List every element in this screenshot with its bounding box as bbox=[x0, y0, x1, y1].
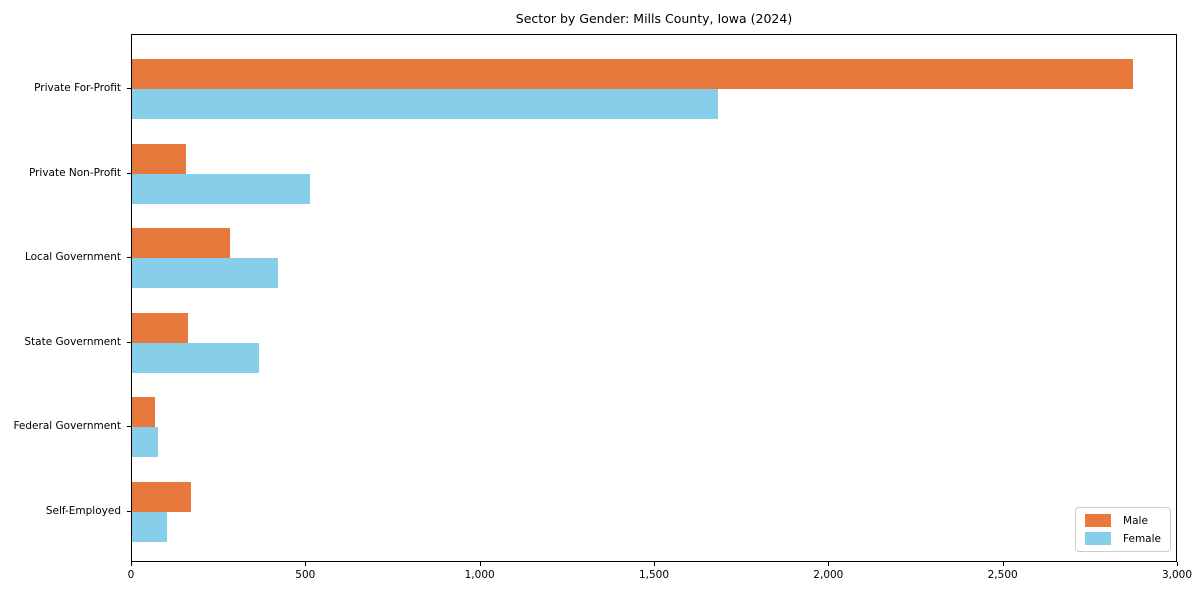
legend: Male Female bbox=[1075, 507, 1171, 552]
x-tick-label: 3,000 bbox=[1161, 569, 1193, 581]
y-tick-label: Private Non-Profit bbox=[28, 166, 121, 179]
bar-male-3 bbox=[132, 312, 188, 343]
x-tick-label: 1,000 bbox=[464, 569, 495, 581]
legend-label-male: Male bbox=[1123, 514, 1148, 527]
x-tick-mark bbox=[131, 562, 132, 566]
bar-female-5 bbox=[132, 511, 167, 542]
y-tick-mark bbox=[127, 257, 131, 258]
x-tick-mark bbox=[479, 562, 481, 566]
bar-female-0 bbox=[132, 89, 718, 119]
bar-male-5 bbox=[132, 481, 192, 512]
x-tick-mark bbox=[1177, 562, 1178, 566]
x-tick-label: 1,500 bbox=[638, 569, 670, 581]
bar-male-0 bbox=[132, 59, 1133, 89]
x-tick-mark bbox=[305, 562, 307, 566]
y-tick-mark bbox=[127, 341, 131, 343]
x-tick-mark bbox=[1002, 562, 1004, 566]
plot-area: Male Female bbox=[131, 34, 1177, 562]
x-tick-label: 0 bbox=[127, 569, 135, 581]
bar-male-1 bbox=[132, 143, 187, 174]
bar-male-4 bbox=[132, 397, 155, 427]
y-tick-label: Private For-Profit bbox=[34, 82, 121, 94]
legend-label-female: Female bbox=[1123, 532, 1161, 545]
y-tick-label: State Government bbox=[24, 335, 121, 348]
bar-male-2 bbox=[132, 228, 230, 258]
male-series-swatch-icon bbox=[1085, 514, 1112, 527]
legend-item-female: Female bbox=[1085, 532, 1161, 545]
bar-female-1 bbox=[132, 173, 310, 204]
female-series-swatch-icon bbox=[1085, 532, 1112, 545]
y-tick-label: Self-Employed bbox=[45, 504, 121, 517]
y-tick-mark bbox=[127, 88, 131, 89]
legend-item-male: Male bbox=[1085, 514, 1161, 527]
y-tick-label: Local Government bbox=[24, 251, 121, 263]
bar-female-4 bbox=[132, 427, 159, 457]
x-tick-mark bbox=[654, 562, 655, 566]
chart-title: Sector by Gender: Mills County, Iowa (20… bbox=[515, 11, 793, 26]
x-tick-mark bbox=[828, 562, 830, 566]
x-tick-label: 2,000 bbox=[813, 569, 844, 581]
bar-female-3 bbox=[132, 342, 260, 373]
y-tick-mark bbox=[127, 510, 131, 512]
bar-female-2 bbox=[132, 258, 279, 288]
y-tick-label: Federal Government bbox=[13, 420, 121, 432]
y-tick-mark bbox=[127, 426, 131, 427]
y-tick-mark bbox=[127, 172, 131, 174]
x-tick-label: 2,500 bbox=[987, 569, 1018, 581]
x-tick-label: 500 bbox=[295, 569, 316, 581]
